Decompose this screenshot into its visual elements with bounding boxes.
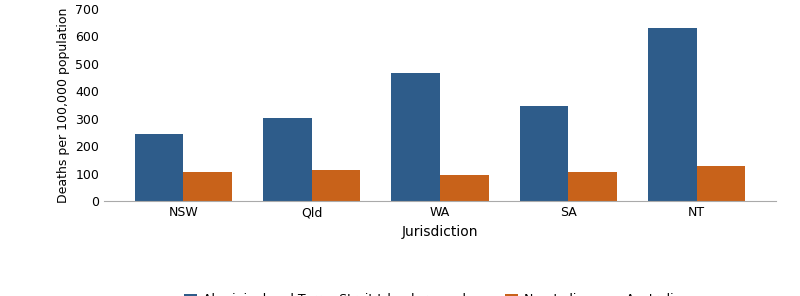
Bar	[568, 172, 617, 201]
Bar	[697, 166, 746, 201]
Legend: Aboriginal and Torres Strait Islander peoples, Non-Indigenous Australians: Aboriginal and Torres Strait Islander pe…	[179, 288, 701, 296]
Bar	[391, 73, 440, 201]
Bar	[519, 106, 568, 201]
Bar	[263, 118, 312, 201]
Bar	[183, 172, 232, 201]
Y-axis label: Deaths per 100,000 population: Deaths per 100,000 population	[57, 7, 70, 203]
X-axis label: Jurisdiction: Jurisdiction	[402, 225, 478, 239]
Bar	[134, 134, 183, 201]
Bar	[440, 175, 489, 201]
Bar	[648, 28, 697, 201]
Bar	[312, 170, 361, 201]
